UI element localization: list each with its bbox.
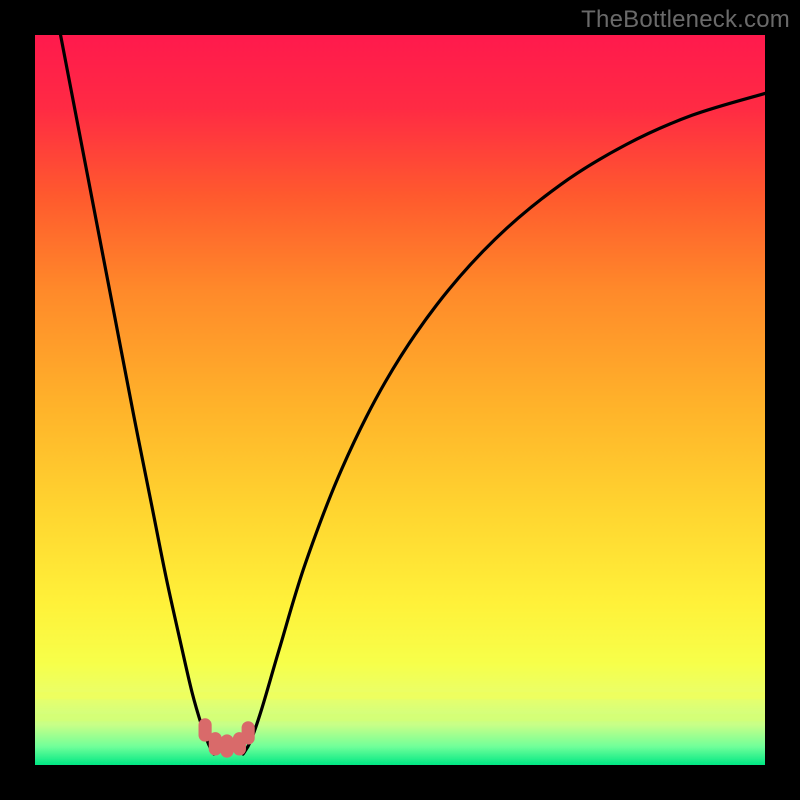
frame-border-left — [0, 0, 35, 800]
chart-area — [35, 35, 765, 765]
dip-marker-2 — [220, 734, 233, 757]
curve-left-branch — [61, 35, 214, 754]
watermark-text: TheBottleneck.com — [581, 6, 790, 34]
chart-overlay-svg — [35, 35, 765, 765]
curve-right-branch — [243, 93, 765, 754]
frame-border-right — [765, 0, 800, 800]
frame-border-bottom — [0, 765, 800, 800]
dip-marker-1 — [209, 732, 222, 755]
dip-marker-4 — [242, 721, 255, 744]
